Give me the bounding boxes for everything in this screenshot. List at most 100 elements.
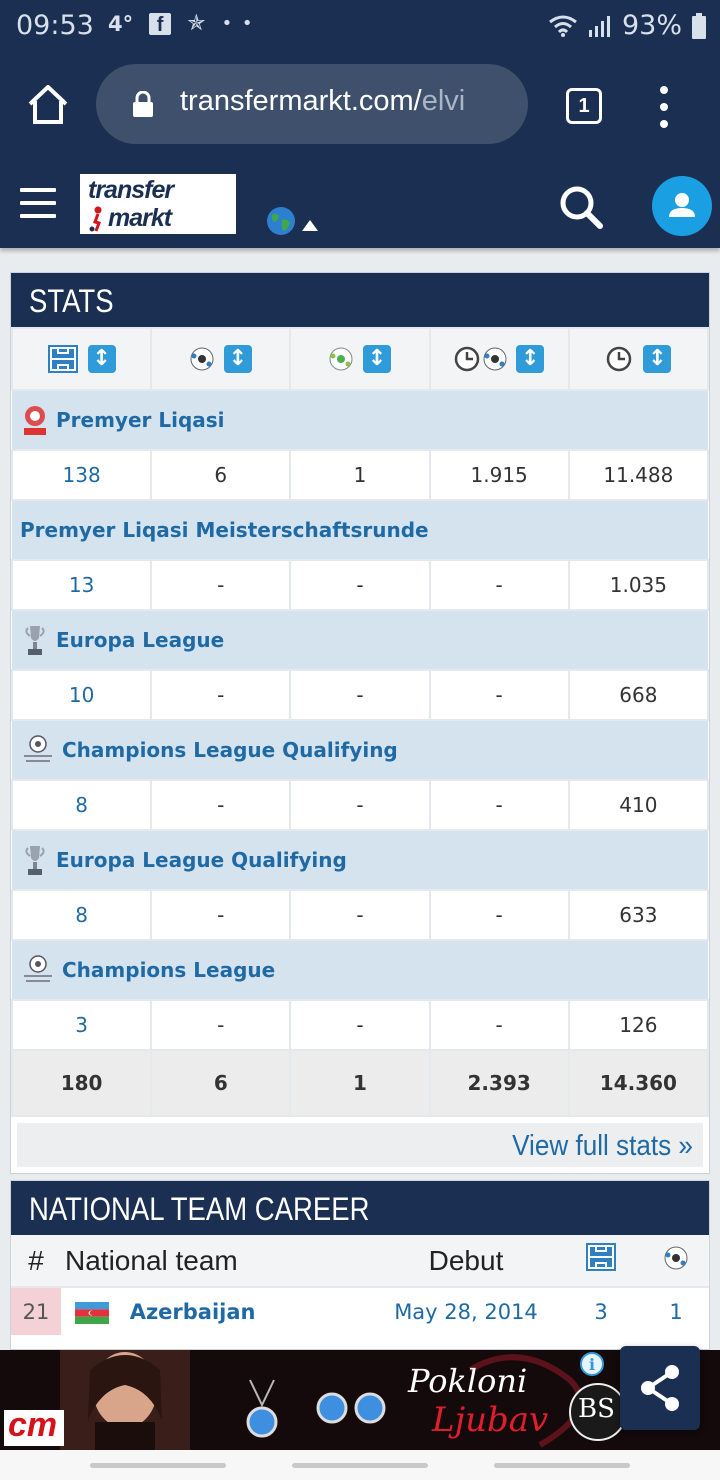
search-icon[interactable] (558, 184, 604, 230)
nav-recents-handle[interactable] (90, 1463, 226, 1468)
national-appearances[interactable]: 3 (594, 1299, 608, 1324)
sort-appearances-header[interactable]: ↕ (10, 327, 153, 391)
competition-row[interactable]: Champions League (12, 939, 708, 1001)
appearances-value[interactable]: 10 (10, 669, 153, 721)
minutes-per-goal-value: 1.915 (428, 449, 570, 501)
language-caret-icon[interactable] (302, 220, 318, 231)
sort-arrows-icon[interactable]: ↕ (87, 345, 116, 373)
competition-name[interactable]: Europa League (56, 628, 225, 652)
competition-stats-row: 10 - - - 668 (10, 669, 710, 721)
sort-minutes-per-goal-header[interactable]: ↕ (428, 327, 570, 391)
nav-home-handle[interactable] (292, 1463, 428, 1468)
premyer-liqasi-logo-icon (24, 406, 46, 435)
competition-row[interactable]: Premyer Liqasi Meisterschaftsrunde (12, 499, 708, 561)
stats-header-row: ↕ ↕ ↕ ↕ (10, 327, 710, 391)
national-team-name[interactable]: Azerbaijan (129, 1299, 256, 1324)
sort-goals-header[interactable]: ↕ (150, 327, 292, 391)
home-icon[interactable] (26, 82, 70, 126)
azerbaijan-flag-icon (75, 1301, 109, 1324)
minutes-played-icon (607, 346, 632, 372)
site-header: transfer markt (0, 158, 720, 248)
advertisement-banner[interactable]: i cm Pokloni Ljubav BS (0, 1350, 720, 1450)
user-account-button[interactable] (652, 176, 712, 236)
champions-league-logo-icon (24, 955, 52, 982)
logo-line1: transfer (88, 176, 174, 204)
goals-ball-icon (664, 1246, 688, 1269)
appearances-pitch-icon (586, 1243, 616, 1271)
goals-value: - (150, 779, 292, 831)
sort-arrows-icon[interactable]: ↕ (516, 345, 545, 373)
competition-stats-row: 8 - - - 633 (10, 889, 710, 941)
nav-back-handle[interactable] (494, 1463, 630, 1468)
minutes-played-value: 1.035 (567, 559, 710, 611)
stats-table: ↕ ↕ ↕ ↕ (10, 327, 710, 1117)
appearances-value[interactable]: 8 (10, 889, 153, 941)
appearances-pitch-icon (47, 345, 78, 373)
globe-icon[interactable] (266, 206, 296, 236)
sort-minutes-played-header[interactable]: ↕ (567, 327, 710, 391)
browser-menu-icon[interactable] (658, 86, 670, 128)
appearances-value[interactable]: 8 (10, 779, 153, 831)
wifi-icon (549, 15, 577, 37)
competition-row[interactable]: Europa League (12, 609, 708, 671)
assists-value: - (289, 999, 431, 1051)
national-debut-date[interactable]: May 28, 2014 (394, 1299, 538, 1324)
competition-row[interactable]: Champions League Qualifying (12, 719, 708, 781)
url-text: transfermarkt.com/elvi (180, 85, 465, 118)
status-notification-icons: 4° f ✯ • • (108, 11, 255, 36)
stats-card: STATS ↕ ↕ (10, 272, 710, 1174)
status-temperature: 4° (108, 11, 134, 36)
sort-assists-header[interactable]: ↕ (289, 327, 431, 391)
total-minutes-played: 14.360 (567, 1049, 710, 1117)
tab-count: 1 (578, 95, 590, 117)
share-button[interactable] (620, 1346, 700, 1430)
competition-name[interactable]: Europa League Qualifying (56, 848, 347, 872)
competition-name[interactable]: Champions League (62, 958, 276, 982)
appearances-value[interactable]: 13 (10, 559, 153, 611)
europa-league-trophy-icon (25, 626, 45, 655)
goals-value: 6 (150, 449, 292, 501)
appearances-value[interactable]: 138 (10, 449, 153, 501)
col-national-team: National team (61, 1235, 371, 1288)
transfermarkt-logo[interactable]: transfer markt (79, 173, 237, 235)
minutes-per-goal-value: - (428, 559, 570, 611)
facebook-icon: f (149, 12, 172, 36)
col-debut: Debut (371, 1235, 561, 1288)
sort-arrows-icon[interactable]: ↕ (643, 345, 672, 373)
national-team-header-row: # National team Debut (11, 1235, 709, 1288)
col-goals (641, 1235, 709, 1288)
tab-switcher-button[interactable]: 1 (566, 88, 602, 124)
competition-row[interactable]: Europa League Qualifying (12, 829, 708, 891)
competition-name[interactable]: Premyer Liqasi Meisterschaftsrunde (20, 518, 429, 542)
national-team-title: NATIONAL TEAM CAREER (11, 1181, 709, 1235)
minutes-played-value: 633 (567, 889, 710, 941)
goals-value: - (150, 669, 292, 721)
hamburger-menu-icon[interactable] (20, 188, 56, 218)
national-rank: 21 (11, 1287, 61, 1335)
competition-row[interactable]: Premyer Liqasi (12, 389, 708, 451)
sort-arrows-icon[interactable]: ↕ (362, 345, 391, 373)
goals-ball-icon (190, 347, 214, 371)
competition-name[interactable]: Champions League Qualifying (62, 738, 398, 762)
total-assists: 1 (289, 1049, 431, 1117)
ad-slogan-line1: Pokloni (408, 1362, 528, 1400)
col-appearances (561, 1235, 641, 1288)
minutes-per-goal-value: - (428, 779, 570, 831)
competition-name[interactable]: Premyer Liqasi (56, 408, 225, 432)
view-full-stats-link[interactable]: View full stats » (17, 1123, 703, 1167)
total-minutes-per-goal: 2.393 (428, 1049, 570, 1117)
col-hash: # (11, 1235, 61, 1288)
more-dots-icon: • • (221, 13, 255, 34)
goals-value: - (150, 889, 292, 941)
lock-icon (133, 91, 153, 117)
sort-arrows-icon[interactable]: ↕ (223, 345, 252, 373)
star-icon: ✯ (187, 11, 206, 36)
ad-slogan-line2: Ljubav (432, 1400, 549, 1440)
url-bar[interactable]: transfermarkt.com/elvi (96, 64, 528, 144)
minutes-played-value: 126 (567, 999, 710, 1051)
minutes-per-goal-value: - (428, 669, 570, 721)
ad-brand-right: BS (578, 1394, 615, 1424)
goals-value: - (150, 559, 292, 611)
appearances-value[interactable]: 3 (10, 999, 153, 1051)
national-team-row[interactable]: 21 Azerbaijan May 28, 2014 3 1 (11, 1287, 709, 1335)
